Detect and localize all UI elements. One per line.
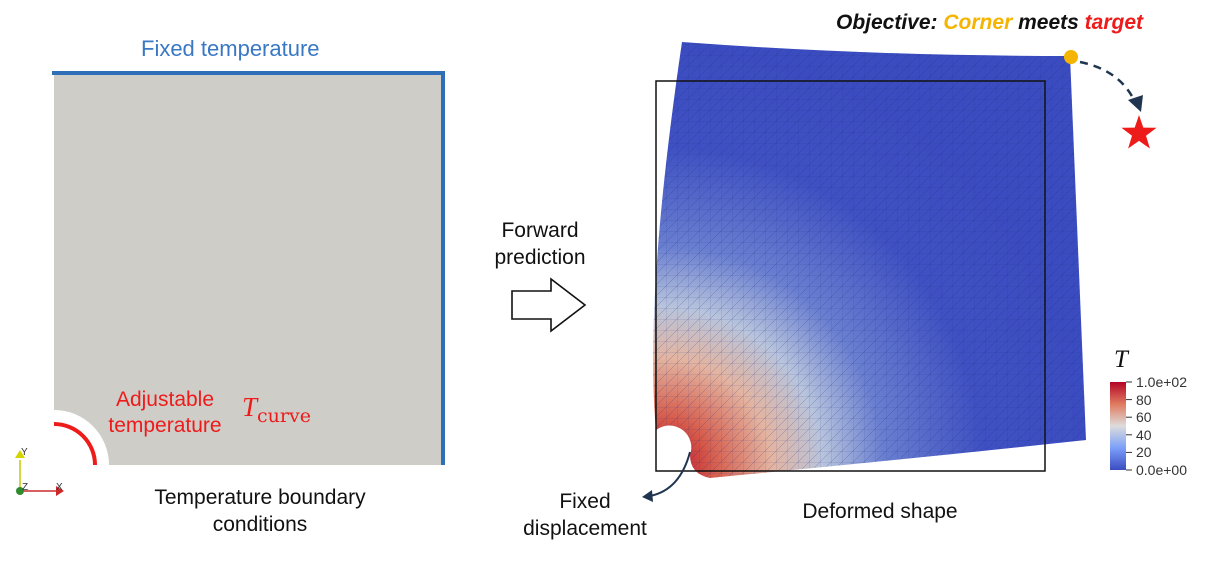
undeformed-outline: [655, 80, 1046, 472]
t-curve-symbol: Tcurve: [242, 392, 311, 427]
hole-cutout: [54, 410, 109, 465]
axis-y-label: Y: [21, 447, 28, 458]
adjustable-temperature-label: Adjustable temperature: [100, 387, 230, 439]
objective-target: target: [1084, 11, 1143, 34]
adjustable-line2: temperature: [108, 414, 222, 437]
forward-line2: prediction: [494, 246, 586, 269]
fixed-temperature-label: Fixed temperature: [141, 36, 320, 61]
axis-x-label: X: [56, 482, 63, 493]
objective-text: Objective: Corner meets target: [836, 11, 1143, 35]
temperature-bc-caption: Temperature boundary conditions: [118, 484, 402, 538]
colorbar-tick-label: 20: [1136, 444, 1152, 461]
fixed-displacement-label: Fixed displacement: [500, 488, 670, 542]
forward-prediction-label: Forward prediction: [470, 217, 610, 271]
adjustable-line1: Adjustable: [115, 388, 215, 411]
colorbar-tick-label: 40: [1136, 426, 1152, 443]
caption-line2: conditions: [212, 513, 308, 536]
orientation-axes: [15, 450, 64, 496]
fixed-disp-line2: displacement: [523, 517, 647, 540]
forward-line1: Forward: [501, 219, 579, 242]
colorbar-symbol: T: [1114, 346, 1128, 373]
deformed-mesh: [653, 42, 1087, 478]
temperature-colorbar: [1110, 381, 1132, 471]
fixed-temperature-edge: [52, 71, 445, 465]
axis-z-label: Z: [22, 482, 29, 493]
right-outline-arrow-icon: [511, 277, 587, 333]
colorbar-tick-label: 60: [1136, 409, 1152, 426]
colorbar-tick-label: 0.0e+00: [1136, 462, 1187, 478]
adjustable-temperature-curve: [53, 422, 97, 466]
objective-prefix: Objective:: [836, 11, 938, 34]
deformed-shape-plot: [642, 42, 1157, 502]
plate-domain: [54, 73, 443, 465]
corner-to-target-path: [1079, 60, 1137, 103]
target-star-icon: [1121, 115, 1157, 149]
objective-corner: Corner: [943, 11, 1013, 34]
colorbar-tick-label: 80: [1136, 391, 1152, 408]
objective-meets: meets: [1018, 11, 1079, 34]
curve-subscript: curve: [257, 405, 311, 427]
fixed-disp-line1: Fixed: [559, 490, 611, 513]
deformed-shape-caption: Deformed shape: [802, 500, 958, 523]
t-symbol: T: [242, 392, 258, 422]
colorbar-tick-label: 1.0e+02: [1136, 374, 1187, 390]
corner-marker: [1064, 50, 1078, 64]
caption-line1: Temperature boundary: [154, 486, 366, 509]
temperature-bc-plate: [15, 71, 445, 496]
fixed-displacement-arrow: [649, 451, 691, 497]
